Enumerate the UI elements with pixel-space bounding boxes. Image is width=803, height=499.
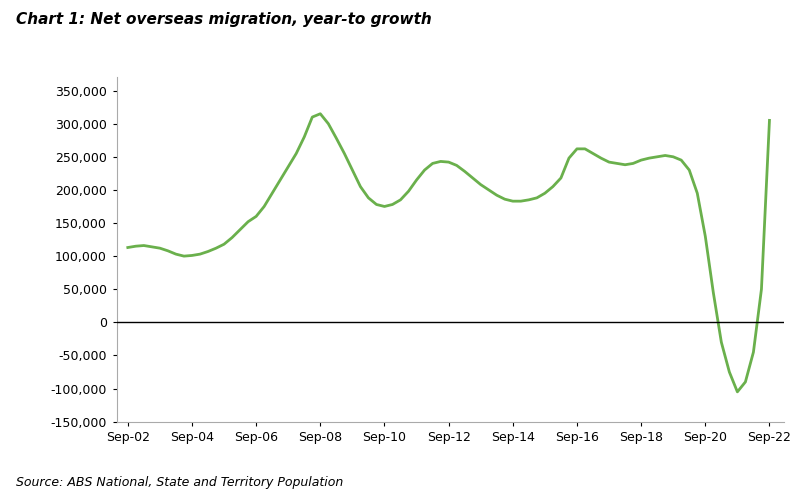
Text: Source: ABS National, State and Territory Population: Source: ABS National, State and Territor… <box>16 476 343 489</box>
Text: Chart 1: Net overseas migration, year-to growth: Chart 1: Net overseas migration, year-to… <box>16 12 431 27</box>
